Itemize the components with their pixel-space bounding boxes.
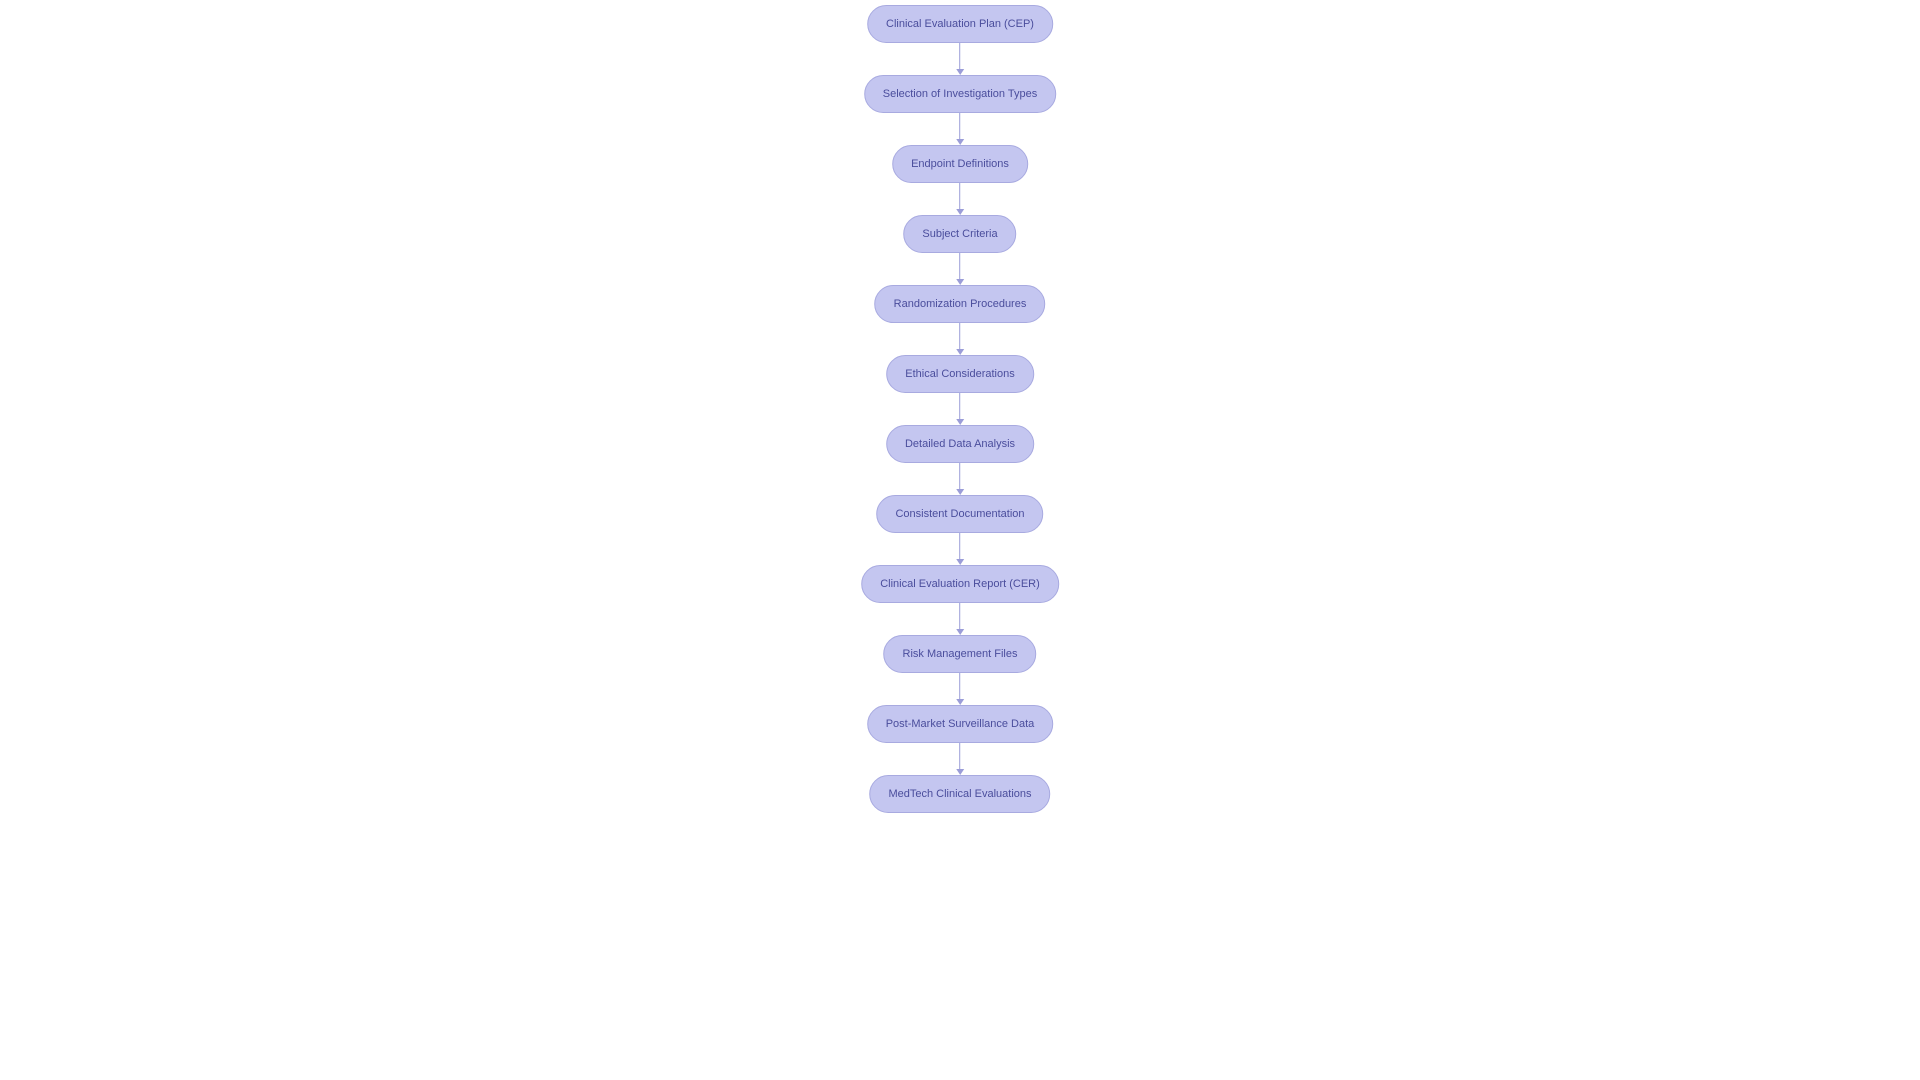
node-label: Risk Management Files	[903, 648, 1018, 660]
node-investigation: Selection of Investigation Types	[864, 75, 1057, 113]
edge-line	[960, 463, 961, 489]
edge-connector	[956, 253, 964, 285]
edge-connector	[956, 113, 964, 145]
edge-line	[960, 743, 961, 769]
node-label: Post-Market Surveillance Data	[886, 718, 1035, 730]
node-label: Consistent Documentation	[895, 508, 1024, 520]
node-analysis: Detailed Data Analysis	[886, 425, 1034, 463]
edge-line	[960, 43, 961, 69]
flowchart-container: Clinical Evaluation Plan (CEP) Selection…	[861, 5, 1059, 813]
edge-line	[960, 393, 961, 419]
node-surveillance: Post-Market Surveillance Data	[867, 705, 1054, 743]
node-label: Ethical Considerations	[905, 368, 1014, 380]
node-label: Subject Criteria	[922, 228, 997, 240]
edge-line	[960, 253, 961, 279]
edge-connector	[956, 323, 964, 355]
node-cep: Clinical Evaluation Plan (CEP)	[867, 5, 1053, 43]
edge-connector	[956, 43, 964, 75]
node-ethical: Ethical Considerations	[886, 355, 1033, 393]
node-label: Selection of Investigation Types	[883, 88, 1038, 100]
edge-line	[960, 673, 961, 699]
node-label: Randomization Procedures	[894, 298, 1027, 310]
edge-line	[960, 113, 961, 139]
edge-connector	[956, 673, 964, 705]
node-risk: Risk Management Files	[884, 635, 1037, 673]
node-medtech: MedTech Clinical Evaluations	[869, 775, 1050, 813]
edge-connector	[956, 463, 964, 495]
edge-line	[960, 603, 961, 629]
node-randomization: Randomization Procedures	[875, 285, 1046, 323]
edge-line	[960, 323, 961, 349]
node-documentation: Consistent Documentation	[876, 495, 1043, 533]
node-label: Detailed Data Analysis	[905, 438, 1015, 450]
node-cer: Clinical Evaluation Report (CER)	[861, 565, 1059, 603]
node-label: Clinical Evaluation Plan (CEP)	[886, 18, 1034, 30]
edge-connector	[956, 603, 964, 635]
edge-connector	[956, 533, 964, 565]
edge-connector	[956, 183, 964, 215]
edge-connector	[956, 743, 964, 775]
edge-line	[960, 183, 961, 209]
node-label: Endpoint Definitions	[911, 158, 1009, 170]
node-label: MedTech Clinical Evaluations	[888, 788, 1031, 800]
node-endpoint: Endpoint Definitions	[892, 145, 1028, 183]
node-subject: Subject Criteria	[903, 215, 1016, 253]
node-label: Clinical Evaluation Report (CER)	[880, 578, 1040, 590]
edge-line	[960, 533, 961, 559]
edge-connector	[956, 393, 964, 425]
